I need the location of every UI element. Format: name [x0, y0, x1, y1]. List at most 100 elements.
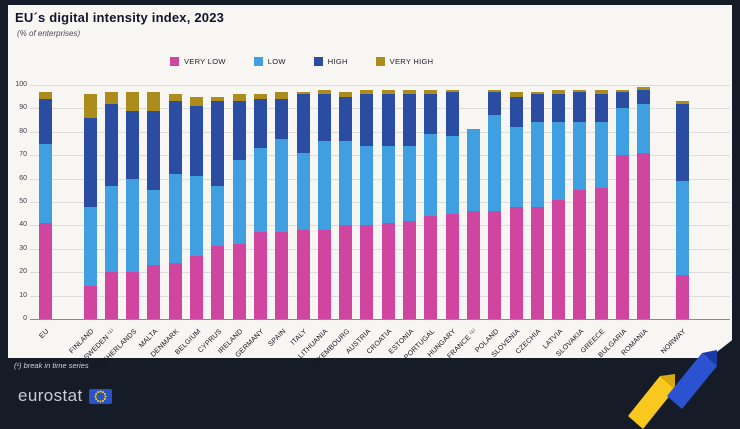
bar-lithuania	[317, 89, 331, 319]
bar-segment-very-low	[637, 152, 651, 319]
bar-norway	[675, 101, 689, 319]
bar-segment-low	[126, 178, 140, 273]
bar-segment-low	[381, 145, 395, 224]
bar-segment-very-high	[38, 92, 52, 100]
bar-segment-very-low	[530, 206, 544, 319]
eurostat-logo: eurostat	[18, 386, 112, 406]
bar-segment-low	[253, 148, 267, 233]
bar-segment-very-high	[509, 92, 523, 97]
bar-latvia	[552, 89, 566, 319]
bar-segment-very-high	[211, 96, 225, 102]
gridline	[30, 155, 730, 157]
bar-poland	[488, 89, 502, 319]
bar-segment-very-high	[403, 89, 416, 95]
bar-segment-very-low	[675, 274, 689, 319]
bar-segment-low	[424, 134, 438, 217]
bar-segment-very-low	[190, 255, 203, 319]
plot-area: 0 10 20 30 40 50 60 70 80 90 100 EU FINLAND SWEDEN ⁽¹…	[15, 81, 730, 371]
bar-segment-very-high	[232, 94, 246, 102]
bar-segment-very-high	[445, 89, 459, 93]
bar-segment-high	[594, 94, 608, 123]
bar-segment-very-low	[253, 232, 267, 319]
gridline	[30, 272, 730, 274]
bar-segment-low	[339, 141, 353, 226]
bar-italy	[296, 92, 310, 319]
legend-item-very-high: VERY HIGH	[375, 57, 434, 66]
bar-segment-high	[126, 110, 140, 179]
bar-segment-high	[424, 94, 438, 135]
bar-segment-low	[616, 108, 629, 156]
bar-ireland	[232, 94, 246, 319]
bar-segment-very-high	[552, 89, 566, 95]
bar-segment-very-high	[530, 92, 544, 95]
legend-swatch	[170, 57, 179, 66]
bar-segment-high	[573, 92, 587, 123]
bar-segment-low	[594, 122, 608, 188]
bar-segment-very-low	[317, 230, 331, 319]
y-axis-tick-label: 60	[19, 174, 27, 182]
bar-segment-very-high	[360, 89, 374, 95]
bar-segment-high	[253, 99, 267, 149]
y-axis-tick-label: 50	[19, 198, 27, 205]
eurostat-wordmark: eurostat	[18, 386, 83, 405]
bar-segment-very-low	[275, 232, 289, 319]
bar-segment-high	[488, 92, 502, 116]
bar-segment-high	[147, 110, 161, 191]
bar-segment-low	[147, 190, 161, 266]
legend-item-low: LOW	[253, 57, 286, 66]
bar-segment-high	[381, 94, 395, 146]
bar-segment-high	[104, 103, 118, 186]
bar-segment-high	[360, 94, 374, 146]
bar-segment-low	[509, 127, 523, 207]
bar-luxembourg	[339, 92, 353, 319]
bar-segment-low	[552, 122, 566, 200]
bar-netherlands	[126, 92, 140, 319]
gridline	[30, 85, 730, 86]
bar-estonia	[403, 89, 416, 319]
y-axis-tick-label: 30	[19, 244, 27, 252]
bar-segment-very-high	[616, 89, 629, 93]
bar-segment-very-high	[275, 92, 289, 100]
gridline	[30, 248, 730, 250]
gridline	[30, 202, 730, 203]
bar-segment-low	[360, 145, 374, 226]
legend-swatch	[253, 57, 263, 66]
bar-austria	[360, 89, 374, 319]
legend-swatch	[375, 57, 385, 66]
bar-segment-very-high	[83, 94, 97, 118]
bar-segment-high	[530, 94, 544, 123]
bar-malta	[147, 92, 161, 319]
bar-segment-low	[296, 152, 310, 231]
gridline	[30, 108, 730, 110]
bar-segment-very-high	[637, 87, 651, 90]
bar-segment-low	[232, 159, 246, 245]
chart-panel: EU´s digital intensity index, 2023 (% of…	[8, 5, 732, 371]
footnote: (¹) break in time series	[14, 361, 89, 370]
bar-bulgaria	[616, 89, 629, 319]
bar-segment-very-low	[83, 286, 97, 319]
chart-subtitle: (% of enterprises)	[17, 29, 81, 38]
bar-segment-low	[38, 143, 52, 224]
bar-segment-very-high	[573, 89, 587, 93]
legend-item-very-low: VERY LOW	[170, 57, 226, 66]
bar-segment-high	[616, 92, 629, 109]
bar-segment-very-high	[168, 94, 182, 102]
bar-segment-low	[466, 129, 480, 212]
bar-segment-high	[445, 92, 459, 137]
legend-label: LOW	[267, 57, 286, 66]
eu-flag-icon	[88, 388, 112, 404]
bar-france	[466, 129, 480, 319]
bar-segment-very-high	[253, 94, 267, 100]
bar-segment-high	[275, 99, 289, 139]
bar-sweden	[104, 92, 118, 319]
bar-segment-low	[403, 145, 416, 221]
bar-segment-very-low	[424, 216, 438, 319]
bar-spain	[275, 92, 289, 319]
bar-segment-very-low	[403, 220, 416, 319]
bar-segment-low	[488, 115, 502, 212]
bar-segment-very-low	[616, 155, 629, 319]
bar-segment-high	[509, 96, 523, 128]
bar-portugal	[424, 89, 438, 319]
y-axis-tick-label: 20	[19, 268, 27, 276]
gridline	[30, 225, 730, 227]
